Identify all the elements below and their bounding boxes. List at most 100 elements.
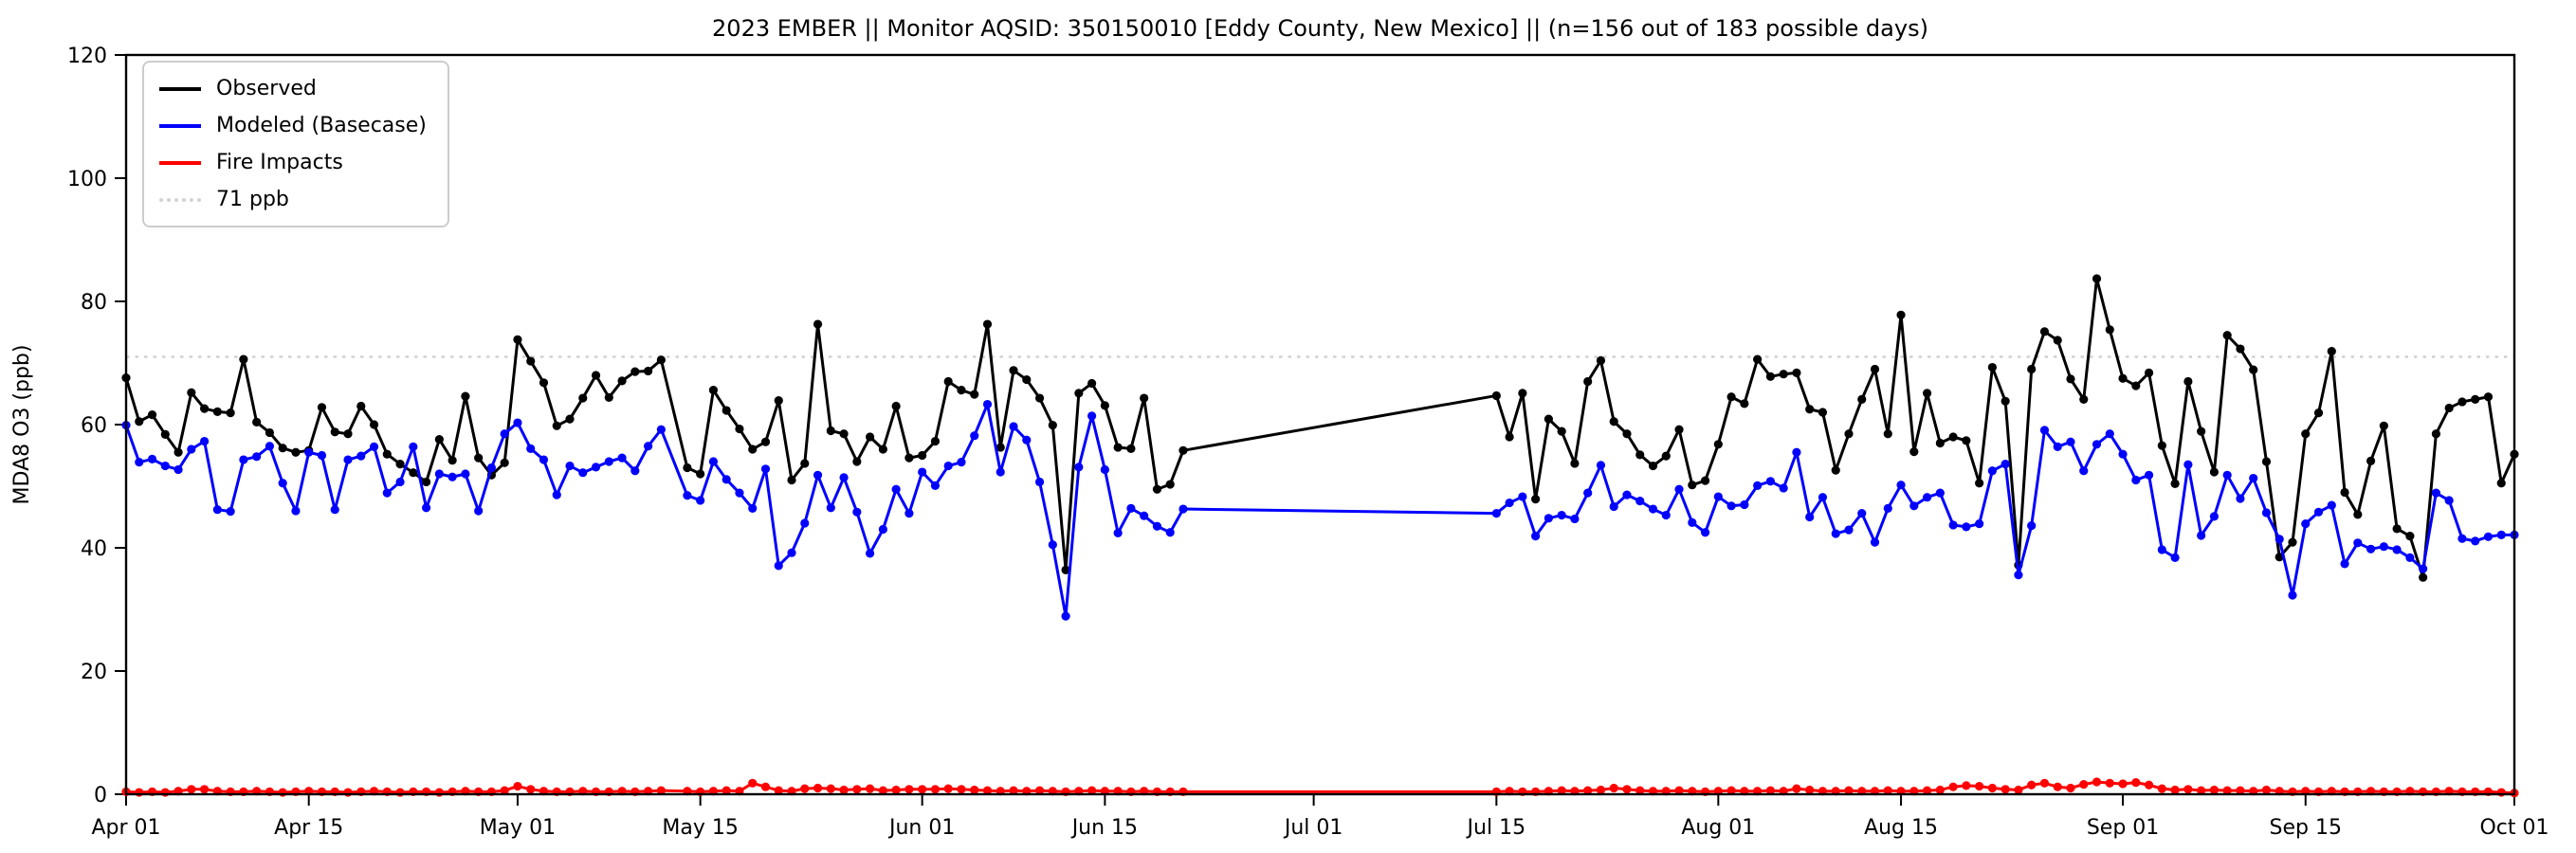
modeled-basecase--marker: [147, 454, 157, 463]
observed-marker: [826, 426, 835, 436]
modeled-basecase--marker: [2131, 475, 2141, 485]
modeled-basecase--marker: [1792, 447, 1801, 457]
observed-marker: [1531, 495, 1541, 504]
observed-marker: [2209, 467, 2220, 477]
modeled-basecase--marker: [2249, 473, 2258, 483]
observed-marker: [2483, 392, 2494, 402]
modeled-basecase--marker: [2379, 542, 2388, 552]
modeled-basecase--marker: [2340, 559, 2349, 569]
observed-marker: [552, 421, 561, 430]
x-tick-label: May 01: [480, 816, 556, 840]
modeled-basecase--marker: [644, 442, 653, 451]
x-tick-label: Jul 15: [1466, 816, 1526, 840]
observed-marker: [252, 417, 262, 426]
fire-impacts-marker: [904, 785, 914, 794]
observed-marker: [2496, 479, 2506, 488]
fire-impacts-marker: [1674, 786, 1684, 795]
observed-marker: [1544, 414, 1553, 424]
modeled-basecase--marker: [2027, 521, 2037, 531]
modeled-basecase--marker: [2327, 500, 2336, 510]
observed-marker: [2118, 373, 2128, 383]
observed-marker: [1165, 480, 1175, 489]
fire-impacts-marker: [395, 788, 405, 797]
modeled-basecase--marker: [683, 491, 692, 500]
x-tick-label: Jun 01: [887, 816, 955, 840]
observed-marker: [1661, 451, 1671, 461]
modeled-basecase--marker: [1074, 463, 1084, 472]
observed-marker: [2444, 403, 2454, 413]
modeled-basecase--marker: [2431, 488, 2441, 498]
modeled-basecase--marker: [826, 503, 835, 513]
modeled-basecase--marker: [421, 503, 431, 513]
legend-label: Modeled (Basecase): [216, 114, 427, 137]
modeled-basecase--marker: [1765, 477, 1775, 486]
observed-marker: [774, 396, 783, 406]
modeled-basecase--marker: [2471, 536, 2480, 546]
modeled-basecase--marker: [1518, 492, 1527, 501]
fire-impacts-marker: [343, 788, 353, 797]
observed-marker: [578, 393, 588, 403]
modeled-basecase--marker: [2197, 531, 2206, 540]
fire-impacts-marker: [866, 784, 875, 793]
fire-impacts-marker: [943, 784, 953, 793]
modeled-basecase--marker: [2313, 507, 2324, 517]
modeled-basecase--marker: [1609, 501, 1618, 512]
observed-marker: [212, 407, 222, 416]
observed-marker: [2313, 408, 2324, 418]
observed-marker: [800, 459, 810, 468]
fire-impacts-marker: [839, 785, 849, 795]
modeled-basecase--marker: [1726, 501, 1736, 511]
fire-impacts-marker: [434, 788, 444, 797]
observed-marker: [369, 420, 379, 429]
observed-marker: [2001, 396, 2010, 406]
modeled-basecase--marker: [1100, 464, 1109, 475]
modeled-basecase--marker: [2353, 538, 2363, 548]
observed-marker: [421, 477, 431, 487]
modeled-basecase--marker: [1661, 510, 1671, 520]
modeled-basecase--marker: [1022, 435, 1032, 445]
modeled-basecase--marker: [187, 445, 196, 454]
modeled-basecase--marker: [656, 425, 666, 434]
observed-marker: [1909, 447, 1919, 457]
modeled-basecase--marker: [1583, 488, 1593, 498]
observed-marker: [356, 401, 366, 411]
observed-marker: [1100, 401, 1109, 410]
fire-impacts-marker: [852, 785, 862, 794]
legend-swatch-fire-impacts: [159, 160, 201, 165]
observed-marker: [1831, 465, 1840, 475]
observed-marker: [2261, 457, 2272, 466]
fire-impacts-marker: [2014, 785, 2023, 795]
observed-marker: [2392, 524, 2402, 534]
observed-marker: [2419, 572, 2428, 582]
modeled-basecase--marker: [226, 507, 235, 517]
modeled-basecase--marker: [1087, 411, 1097, 421]
observed-marker: [409, 468, 418, 478]
modeled-basecase--marker: [2001, 460, 2010, 469]
legend-item: Observed: [159, 70, 427, 107]
legend-item: Fire Impacts: [159, 144, 427, 181]
y-axis-label: MDA8 O3 (ppb): [10, 345, 34, 505]
observed-marker: [1713, 440, 1723, 449]
legend-swatch-71-ppb: [159, 197, 201, 202]
observed-marker: [1140, 393, 1149, 403]
x-tick-label: Jul 01: [1283, 816, 1343, 840]
modeled-basecase--marker: [1935, 488, 1945, 498]
modeled-basecase--marker: [1622, 490, 1632, 499]
chart-title: 2023 EMBER || Monitor AQSID: 350150010 […: [712, 15, 1928, 42]
fire-impacts-marker: [957, 785, 966, 794]
observed-marker: [2379, 421, 2388, 430]
observed-marker: [174, 447, 183, 457]
observed-marker: [943, 376, 953, 387]
observed-marker: [1087, 378, 1097, 389]
modeled-basecase--marker: [943, 461, 953, 471]
fire-impacts-marker: [918, 785, 927, 794]
modeled-basecase--marker: [434, 469, 444, 479]
modeled-basecase--marker: [1896, 481, 1906, 490]
fire-impacts-marker: [722, 786, 731, 795]
x-tick-label: Apr 01: [91, 816, 160, 840]
modeled-basecase--marker: [1753, 481, 1763, 490]
modeled-basecase--marker: [474, 506, 484, 516]
fire-impacts-marker: [1962, 781, 1971, 790]
modeled-basecase--marker: [930, 481, 941, 490]
